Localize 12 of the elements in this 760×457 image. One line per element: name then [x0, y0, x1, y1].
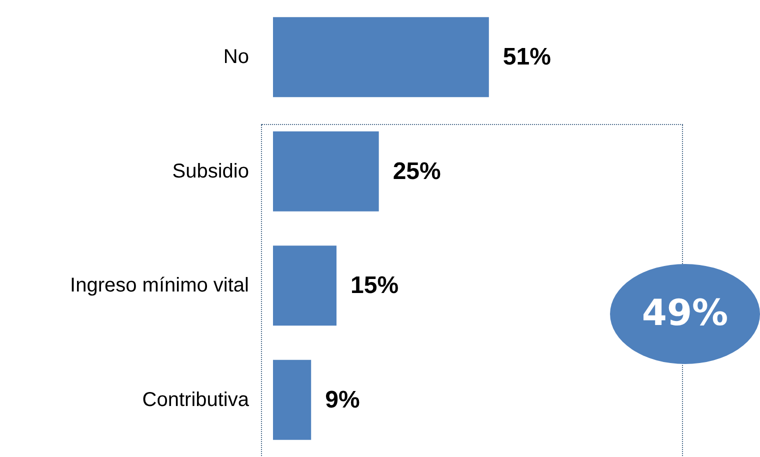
- bar: [273, 131, 379, 212]
- bar: [273, 17, 489, 98]
- data-label: 25%: [392, 158, 441, 185]
- data-label: 51%: [502, 44, 551, 71]
- bar: [273, 360, 312, 440]
- y-tick-label: No: [223, 46, 249, 68]
- y-tick-label: Ingreso mínimo vital: [70, 274, 249, 297]
- y-tick-label: Contributiva: [142, 388, 250, 411]
- y-tick-label: Subsidio: [172, 160, 249, 182]
- bar: [273, 246, 336, 326]
- data-label: 15%: [350, 272, 399, 300]
- data-label: 9%: [325, 386, 360, 414]
